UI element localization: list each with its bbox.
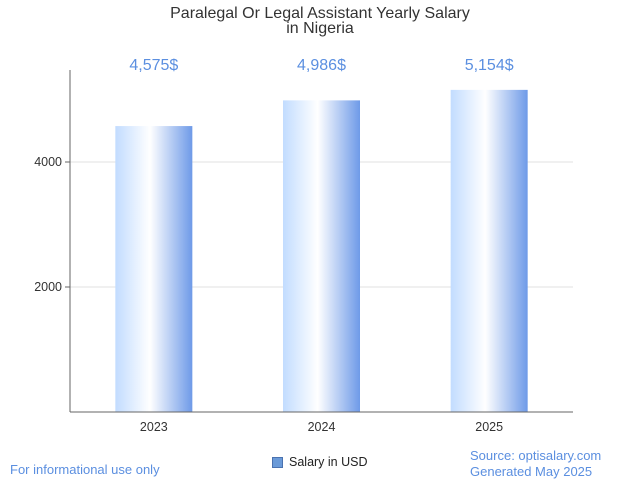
legend: Salary in USD — [272, 455, 368, 469]
value-label-2023: 4,575$ — [129, 57, 178, 74]
bar-2025 — [450, 89, 528, 412]
footer-source: Source: optisalary.com — [470, 448, 602, 463]
value-label-2025: 5,154$ — [465, 57, 514, 74]
y-tick-label: 4000 — [34, 155, 62, 169]
x-tick-label-2024: 2024 — [308, 420, 336, 434]
x-tick-label-2025: 2025 — [475, 420, 503, 434]
chart-title-line-2: in Nigeria — [286, 20, 354, 37]
legend-swatch — [272, 456, 283, 468]
bar-2023 — [115, 126, 193, 412]
legend-label: Salary in USD — [289, 455, 368, 469]
chart-title-line-1: Paralegal Or Legal Assistant Yearly Sala… — [170, 5, 470, 22]
bar-2024 — [283, 100, 360, 412]
footer-generated: Generated May 2025 — [470, 464, 593, 479]
x-tick-label-2023: 2023 — [140, 420, 168, 434]
bars: 4,575$ 2023 4,986$ 2024 5,154$ 2025 — [115, 57, 528, 434]
value-label-2024: 4,986$ — [297, 57, 346, 74]
y-tick-label: 2000 — [34, 280, 62, 294]
footer-note: For informational use only — [10, 462, 160, 477]
footer-source-block: Source: optisalary.com Generated May 202… — [470, 448, 601, 480]
